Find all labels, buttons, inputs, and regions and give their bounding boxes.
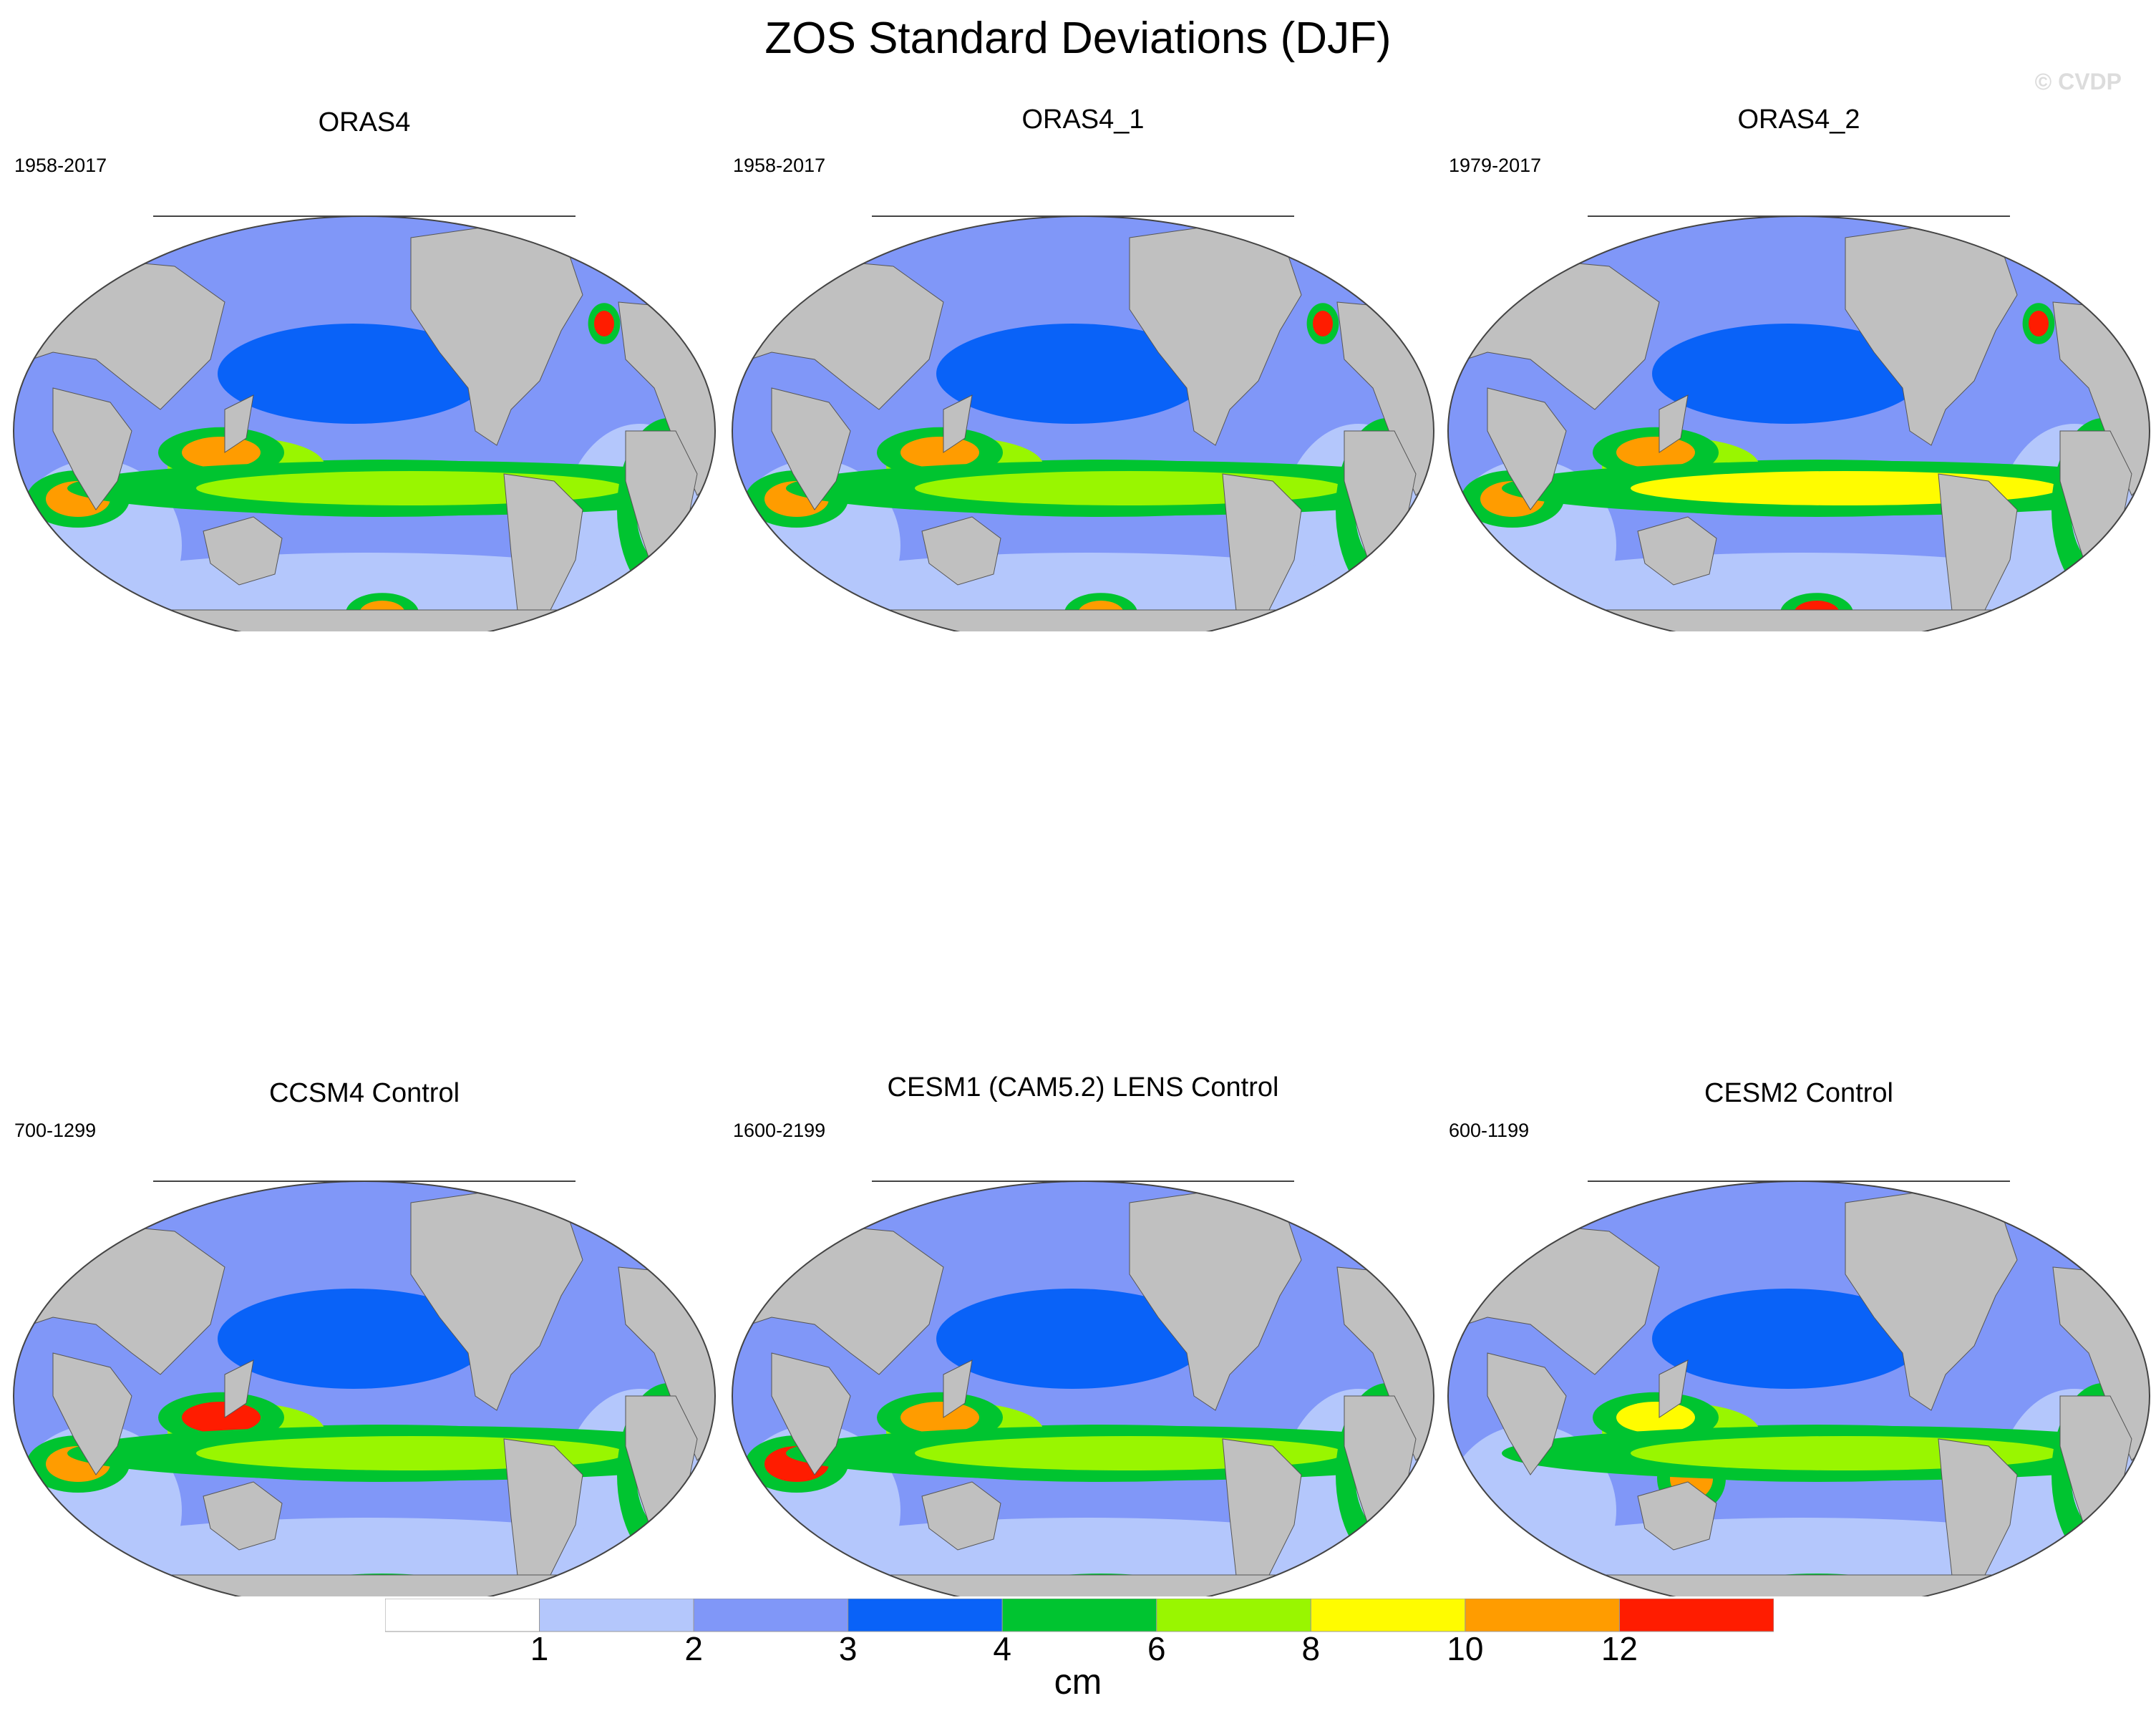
land bbox=[203, 1481, 283, 1551]
map-panel: CESM2 Control 600-1199 bbox=[1444, 1078, 2153, 1596]
panel-title: ORAS4 bbox=[318, 107, 411, 137]
land bbox=[1448, 1574, 2150, 1596]
panel-period: 1958-2017 bbox=[733, 155, 826, 176]
panel-title: CCSM4 Control bbox=[268, 1078, 460, 1108]
land bbox=[1637, 516, 1717, 586]
colorbar-bin bbox=[1465, 1599, 1620, 1632]
land bbox=[224, 394, 254, 453]
colorbar: 1 2 3 4 6 8 10 12 bbox=[385, 1599, 1774, 1663]
panel-period: 1979-2017 bbox=[1449, 155, 1542, 176]
panel-period: 1600-2199 bbox=[733, 1120, 826, 1141]
map-top-mask bbox=[1444, 1138, 2153, 1181]
land bbox=[1448, 609, 2150, 631]
land bbox=[1222, 473, 1302, 631]
land bbox=[943, 394, 973, 453]
map-top-mask bbox=[1444, 173, 2153, 216]
colorbar-tick-label: 8 bbox=[1302, 1630, 1321, 1663]
map bbox=[729, 1138, 1437, 1596]
land bbox=[52, 387, 132, 510]
hotspot bbox=[2029, 311, 2049, 336]
panel-title: ORAS4_1 bbox=[1021, 105, 1145, 135]
colorbar-tick-label: 1 bbox=[530, 1630, 549, 1663]
land bbox=[771, 387, 851, 510]
ocean-region bbox=[1652, 1289, 1924, 1389]
map bbox=[10, 1138, 719, 1596]
hotspot bbox=[900, 437, 979, 468]
hotspot bbox=[594, 311, 614, 336]
map-top-mask bbox=[729, 1138, 1437, 1181]
colorbar-tick-label: 10 bbox=[1447, 1630, 1483, 1663]
map bbox=[10, 173, 719, 631]
land bbox=[921, 516, 1001, 586]
colorbar-bin bbox=[848, 1599, 1003, 1632]
map-top-mask bbox=[10, 173, 719, 216]
ocean-region bbox=[1652, 324, 1924, 424]
ocean-region bbox=[218, 1289, 490, 1389]
colorbar-tick-label: 12 bbox=[1601, 1630, 1638, 1663]
land bbox=[1487, 387, 1567, 510]
colorbar-bin bbox=[1618, 1599, 1774, 1632]
ocean-region bbox=[936, 1289, 1208, 1389]
panel-title: CESM2 Control bbox=[1704, 1078, 1893, 1108]
land bbox=[732, 1574, 1434, 1596]
map-panel: ORAS4_1 1958-2017 bbox=[729, 105, 1437, 631]
map bbox=[729, 173, 1437, 631]
map-panel: ORAS4 1958-2017 bbox=[10, 107, 719, 631]
land bbox=[503, 1438, 583, 1596]
hotspot bbox=[1313, 311, 1333, 336]
land bbox=[1659, 394, 1689, 453]
map-top-mask bbox=[729, 173, 1437, 216]
watermark: © CVDP bbox=[2034, 69, 2122, 94]
land bbox=[771, 1352, 851, 1475]
map bbox=[1444, 1138, 2153, 1596]
hotspot bbox=[1616, 437, 1695, 468]
ocean-region bbox=[218, 324, 490, 424]
colorbar-bin bbox=[1310, 1599, 1466, 1632]
map-panel: CESM1 (CAM5.2) LENS Control 1600-2199 bbox=[729, 1072, 1437, 1596]
colorbar-bin bbox=[693, 1599, 849, 1632]
colorbar-tick-label: 4 bbox=[993, 1630, 1011, 1663]
map bbox=[1444, 173, 2153, 631]
panel-period: 1958-2017 bbox=[14, 155, 107, 176]
land bbox=[14, 609, 715, 631]
land bbox=[732, 609, 1434, 631]
colorbar-tick-label: 6 bbox=[1147, 1630, 1166, 1663]
ocean-region bbox=[936, 324, 1208, 424]
land bbox=[1938, 473, 2018, 631]
colorbar-bin bbox=[385, 1599, 540, 1632]
colorbar-tick-label: 2 bbox=[684, 1630, 703, 1663]
hotspot bbox=[1616, 1402, 1695, 1433]
panel-period: 700-1299 bbox=[14, 1120, 97, 1141]
colorbar-bin bbox=[539, 1599, 694, 1632]
land bbox=[224, 1359, 254, 1418]
panel-title: ORAS4_2 bbox=[1737, 105, 1860, 135]
land bbox=[1938, 1438, 2018, 1596]
hotspot bbox=[182, 437, 261, 468]
land bbox=[921, 1481, 1001, 1551]
figure-title: ZOS Standard Deviations (DJF) bbox=[764, 14, 1392, 63]
colorbar-tick-label: 3 bbox=[839, 1630, 858, 1663]
colorbar-unit: cm bbox=[1054, 1662, 1102, 1702]
panel-period: 600-1199 bbox=[1449, 1120, 1530, 1141]
colorbar-bin bbox=[1156, 1599, 1311, 1632]
land bbox=[203, 516, 283, 586]
map-panel: CCSM4 Control 700-1299 bbox=[10, 1078, 719, 1596]
hotspot bbox=[900, 1402, 979, 1433]
colorbar-bin bbox=[1001, 1599, 1157, 1632]
land bbox=[52, 1352, 132, 1475]
land bbox=[503, 473, 583, 631]
land bbox=[14, 1574, 715, 1596]
land bbox=[943, 1359, 973, 1418]
land bbox=[1222, 1438, 1302, 1596]
land bbox=[1637, 1481, 1717, 1551]
map-top-mask bbox=[10, 1138, 719, 1181]
hotspot bbox=[182, 1402, 261, 1433]
land bbox=[1659, 1359, 1689, 1418]
panel-title: CESM1 (CAM5.2) LENS Control bbox=[887, 1072, 1279, 1102]
land bbox=[1487, 1352, 1567, 1475]
map-panel: ORAS4_2 1979-2017 bbox=[1444, 105, 2153, 631]
